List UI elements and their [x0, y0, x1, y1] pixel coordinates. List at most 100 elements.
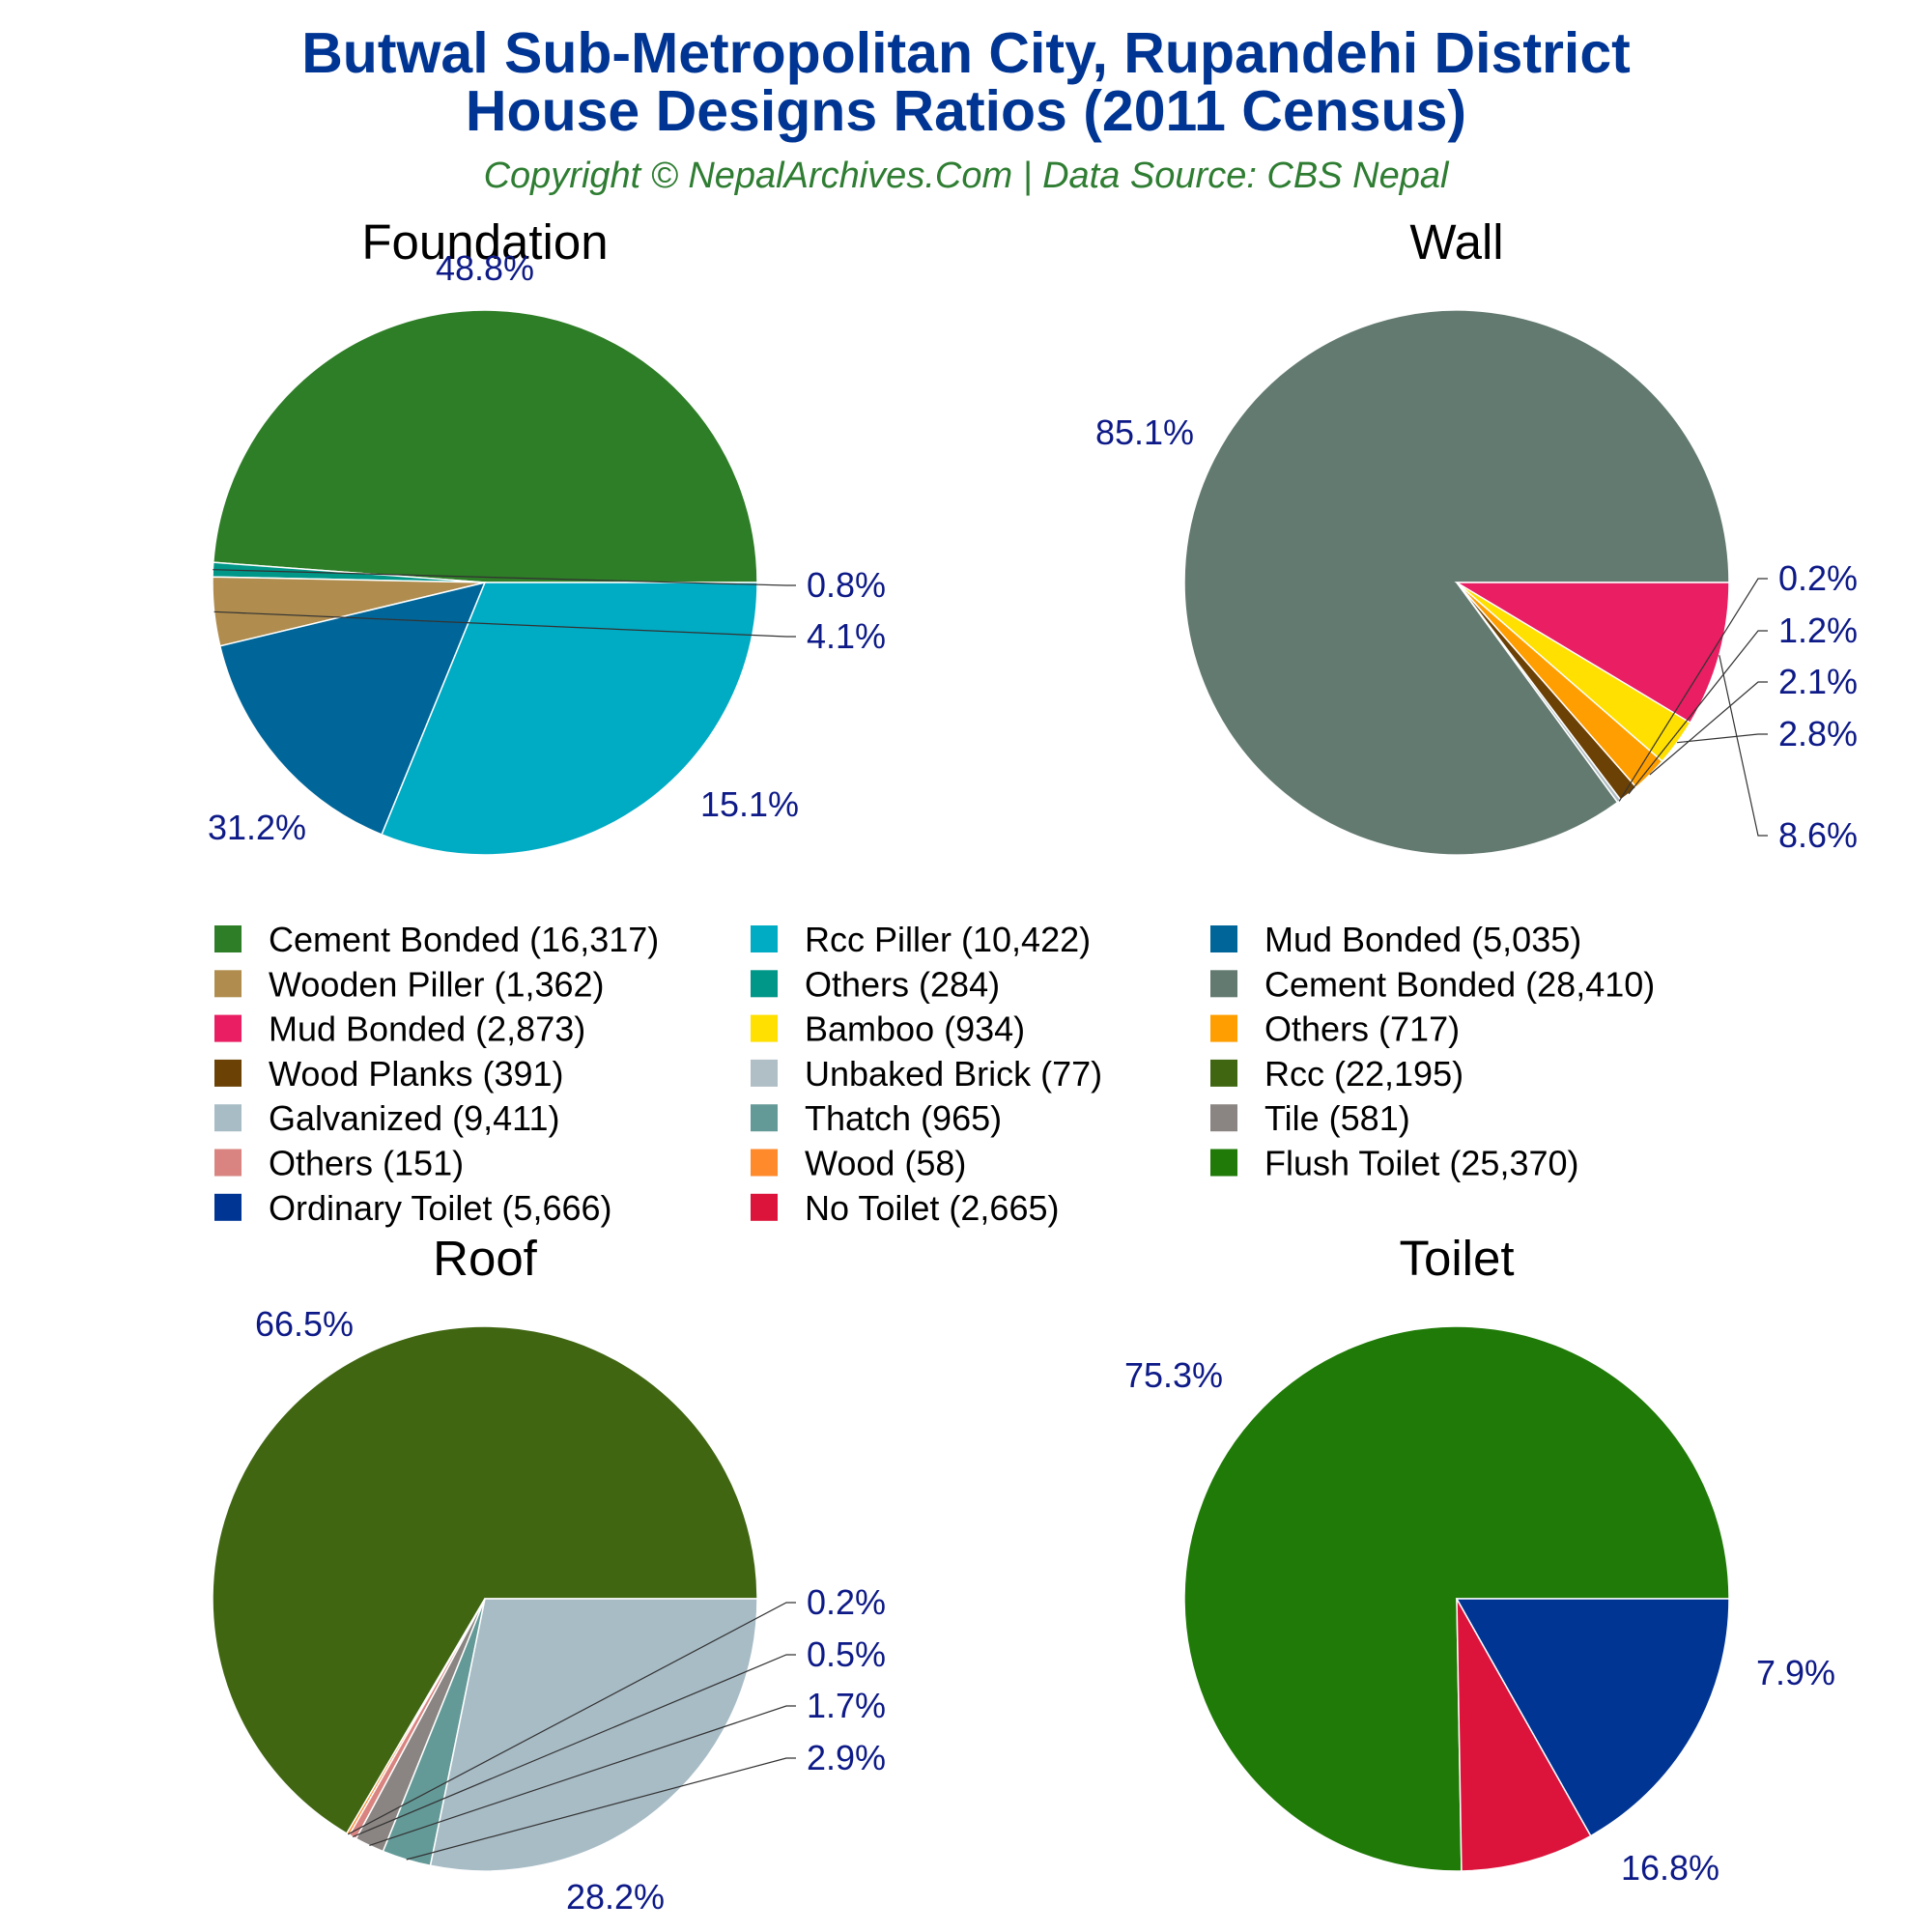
- legend-label: Bamboo (934): [805, 1009, 1025, 1049]
- legend-item: No Toilet (2,665): [751, 1188, 1059, 1228]
- legend-swatch: [751, 1193, 778, 1221]
- legend-item: Unbaked Brick (77): [751, 1054, 1102, 1094]
- legend-swatch: [214, 1014, 242, 1042]
- legend-item: Wood (58): [751, 1144, 966, 1183]
- pct-label-wood: 0.2%: [807, 1582, 886, 1622]
- legend-label: Flush Toilet (25,370): [1264, 1144, 1579, 1183]
- slice-galvanized: [429, 1598, 758, 1872]
- legend-label: Others (717): [1264, 1009, 1460, 1049]
- legend-item: Others (284): [751, 964, 1000, 1004]
- legend-label: Others (284): [805, 964, 1000, 1004]
- legend-swatch: [214, 1193, 242, 1221]
- legend-swatch: [1210, 1014, 1237, 1042]
- legend-item: Tile (581): [1210, 1098, 1410, 1138]
- pct-label-rcc: 66.5%: [255, 1304, 354, 1344]
- legend-label: Rcc Piller (10,422): [805, 920, 1091, 959]
- leader-line: [1628, 630, 1768, 795]
- legend-swatch: [1210, 925, 1237, 952]
- legend-item: Flush Toilet (25,370): [1210, 1144, 1579, 1183]
- legend-swatch: [214, 1059, 242, 1087]
- pie-toilet: 75.3% 7.9% 16.8%: [1124, 1325, 1835, 1888]
- legend-label: No Toilet (2,665): [805, 1188, 1059, 1228]
- legend-item: Thatch (965): [751, 1098, 1002, 1138]
- chart-title-line2: House Designs Ratios (2011 Census): [466, 79, 1466, 143]
- legend-item: Mud Bonded (5,035): [1210, 920, 1581, 959]
- pct-label-galvanized: 28.2%: [566, 1877, 665, 1917]
- pct-label-thatch: 2.9%: [807, 1738, 886, 1777]
- pie-title-toilet: Toilet: [1399, 1231, 1514, 1286]
- legend-item: Bamboo (934): [751, 1009, 1025, 1049]
- slice-no-toilet: [1456, 1598, 1592, 1872]
- legend-label: Cement Bonded (28,410): [1264, 964, 1655, 1004]
- legend-label: Wood Planks (391): [269, 1054, 564, 1094]
- pct-label-wood-planks: 1.2%: [1778, 611, 1858, 650]
- legend-swatch: [751, 925, 778, 952]
- legend-swatch: [751, 1059, 778, 1087]
- pct-label-unbaked-brick: 0.2%: [1778, 558, 1858, 598]
- legend-swatch: [1210, 1104, 1237, 1132]
- slice-rcc-piller: [381, 582, 758, 856]
- pct-label-others: 2.1%: [1778, 662, 1858, 701]
- pct-label-rcc-piller: 31.2%: [208, 808, 306, 847]
- legend-label: Tile (581): [1264, 1098, 1410, 1138]
- legend-label: Cement Bonded (16,317): [269, 920, 659, 959]
- leader-line: [213, 569, 796, 586]
- legend-item: Others (151): [214, 1144, 464, 1183]
- pie-wall: 85.1% 0.2% 1.2% 2.1% 2.8% 8.6%: [1095, 309, 1858, 856]
- slice-mud-bonded: [1454, 582, 1730, 724]
- pie-title-foundation: Foundation: [361, 214, 608, 270]
- leader-line: [213, 611, 796, 638]
- legend-swatch: [1210, 1059, 1237, 1087]
- legend-swatch: [1210, 1149, 1237, 1177]
- pct-label-cement-bonded: 48.8%: [436, 248, 534, 288]
- pct-label-mud-bonded: 8.6%: [1778, 815, 1858, 855]
- legend-item: Mud Bonded (2,873): [214, 1009, 585, 1049]
- pie-roof: 66.5% 0.2% 0.5% 1.7% 2.9% 28.2%: [212, 1304, 886, 1917]
- slice-mud-bonded: [218, 581, 487, 836]
- legend-item: Cement Bonded (16,317): [214, 920, 659, 959]
- leader-line: [347, 1602, 796, 1835]
- legend-item: Wooden Piller (1,362): [214, 964, 605, 1004]
- slice-rcc: [212, 1325, 758, 1835]
- legend-item: Galvanized (9,411): [214, 1098, 560, 1138]
- pie-title-roof: Roof: [433, 1231, 538, 1286]
- legend-label: Wooden Piller (1,362): [269, 964, 605, 1004]
- legend-swatch: [751, 1014, 778, 1042]
- legend-label: Wood (58): [805, 1144, 966, 1183]
- legend-item: Wood Planks (391): [214, 1054, 564, 1094]
- legend-item: Ordinary Toilet (5,666): [214, 1188, 612, 1228]
- legend-label: Others (151): [269, 1144, 464, 1183]
- legend: Cement Bonded (16,317) Rcc Piller (10,422…: [214, 920, 1655, 1228]
- pct-label-others: 0.8%: [807, 565, 886, 605]
- pct-label-no-toilet: 7.9%: [1756, 1653, 1835, 1692]
- pct-label-mud-bonded: 15.1%: [700, 784, 799, 824]
- leader-line: [406, 1757, 796, 1861]
- legend-label: Ordinary Toilet (5,666): [269, 1188, 612, 1228]
- legend-label: Rcc (22,195): [1264, 1054, 1463, 1094]
- legend-item: Rcc Piller (10,422): [751, 920, 1091, 959]
- pct-label-wooden-piller: 4.1%: [807, 616, 886, 656]
- slice-cement-bonded: [1183, 309, 1730, 856]
- chart-title-line1: Butwal Sub-Metropolitan City, Rupandehi …: [301, 21, 1631, 85]
- slice-ordinary-toilet: [1455, 1598, 1730, 1837]
- legend-swatch: [751, 1149, 778, 1177]
- legend-item: Others (717): [1210, 1009, 1460, 1049]
- pies-group: 48.8% 0.8% 4.1% 15.1% 31.2% 85.1% 0.2% 1.2% 2.1%…: [208, 248, 1858, 1917]
- pie-title-wall: Wall: [1409, 214, 1503, 270]
- legend-label: Galvanized (9,411): [269, 1098, 560, 1138]
- pct-label-flush-toilet: 75.3%: [1124, 1355, 1223, 1395]
- leader-line: [1649, 681, 1768, 776]
- pie-foundation: 48.8% 0.8% 4.1% 15.1% 31.2%: [208, 248, 886, 856]
- leader-line: [352, 1654, 796, 1838]
- legend-label: Mud Bonded (2,873): [269, 1009, 585, 1049]
- chart-subtitle: Copyright © NepalArchives.Com | Data Sou…: [484, 156, 1450, 196]
- slice-cement-bonded: [212, 309, 758, 583]
- pct-label-others: 0.5%: [807, 1634, 886, 1674]
- pct-label-cement-bonded: 85.1%: [1095, 412, 1194, 452]
- leader-line: [1677, 733, 1768, 744]
- leader-line: [1719, 655, 1768, 837]
- legend-label: Mud Bonded (5,035): [1264, 920, 1581, 959]
- legend-item: Cement Bonded (28,410): [1210, 964, 1655, 1004]
- legend-swatch: [751, 970, 778, 998]
